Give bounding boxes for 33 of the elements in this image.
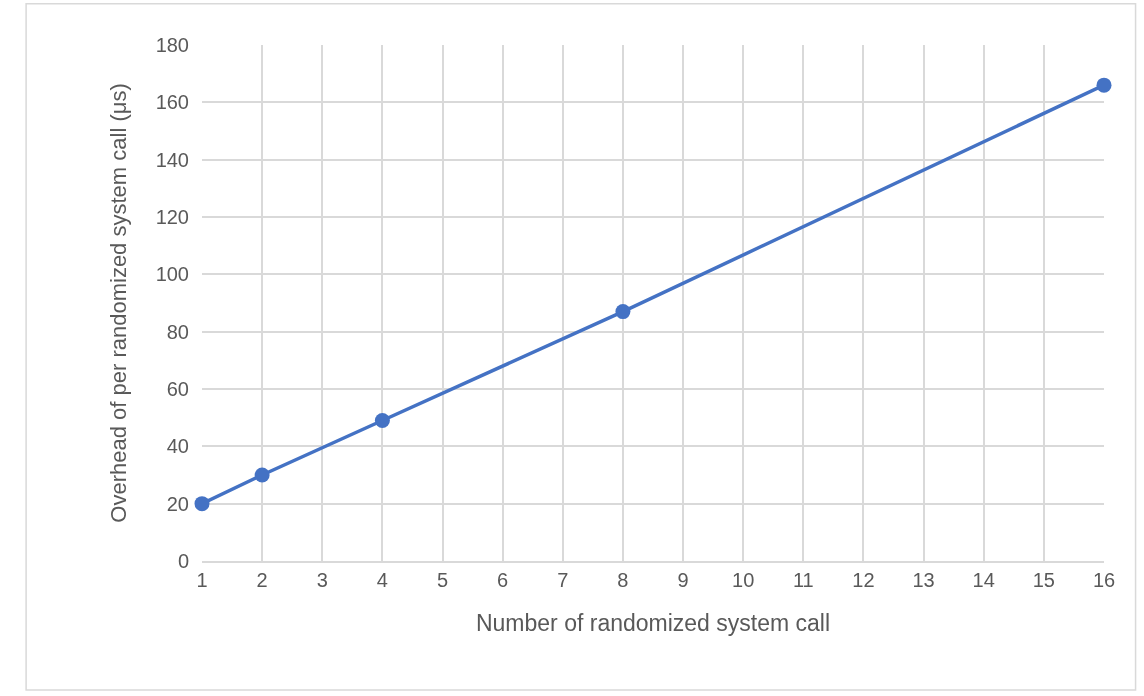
point [254, 467, 270, 483]
x-tick-label: 13 [912, 568, 935, 591]
point [374, 413, 390, 429]
y-tick-label: 0 [177, 550, 189, 572]
x-tick-label: 5 [436, 568, 449, 591]
x-tick-label: 3 [316, 568, 328, 591]
x-tick-label: 12 [852, 568, 875, 591]
y-tick-label: 140 [155, 148, 189, 171]
x-tick-label: 7 [557, 568, 569, 591]
y-axis-title: Overhead of per randomized system call (μs) [106, 83, 132, 523]
x-tick-label: 14 [972, 568, 995, 591]
point [194, 496, 210, 512]
y-tick-label: 180 [155, 34, 189, 56]
x-tick-label: 16 [1092, 568, 1116, 591]
y-tick-label: 80 [166, 320, 189, 343]
x-tick-label: 1 [196, 568, 208, 591]
point [615, 304, 631, 320]
x-tick-label: 15 [1032, 568, 1055, 591]
y-tick-label: 60 [166, 378, 189, 400]
x-tick-label: 2 [256, 568, 268, 591]
x-tick-label: 6 [497, 568, 509, 591]
x-tick-label: 10 [732, 568, 755, 591]
x-axis-title: Number of randomized system call [475, 609, 831, 636]
y-tick-label: 20 [166, 492, 189, 515]
x-tick-label: 11 [792, 568, 814, 591]
x-tick-label: 9 [677, 568, 689, 591]
y-tick-label: 100 [155, 263, 189, 286]
y-tick-label: 40 [166, 435, 189, 458]
point [1096, 77, 1112, 93]
x-tick-label: 8 [617, 568, 629, 591]
x-tick-label: 4 [376, 568, 388, 591]
y-tick-label: 120 [155, 206, 189, 228]
y-tick-label: 160 [155, 91, 189, 114]
